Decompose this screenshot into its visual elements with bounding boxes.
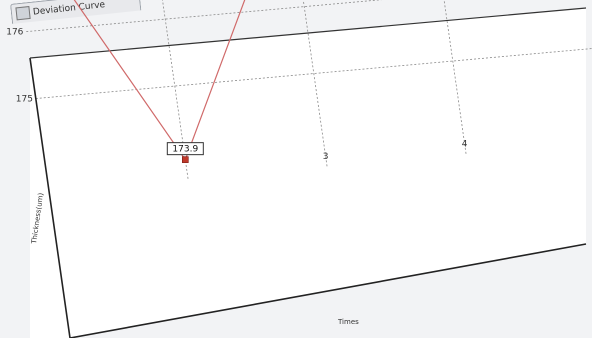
- y-tick-label: 175: [16, 95, 33, 105]
- x-axis-title: Times: [337, 318, 359, 326]
- data-label-box: [166, 142, 204, 156]
- y-tick-label: 176: [6, 28, 23, 38]
- gridline-h: [26, 0, 383, 33]
- data-label: 173.9: [172, 145, 198, 155]
- series-line: [73, 0, 246, 161]
- grid-lines: [26, 0, 592, 180]
- data-point-marker: [182, 156, 189, 163]
- series-layer: 177.9173.9177.8177: [73, 0, 246, 163]
- x-tick-label: 3: [323, 152, 329, 162]
- x-tick-label: 4: [462, 140, 468, 150]
- plot-area: [30, 8, 586, 338]
- y-axis: [29, 57, 71, 338]
- gridline-h: [35, 48, 592, 99]
- x-axis: [69, 243, 587, 338]
- top-border: [29, 7, 587, 59]
- tick-labels: 17517617734: [6, 28, 468, 163]
